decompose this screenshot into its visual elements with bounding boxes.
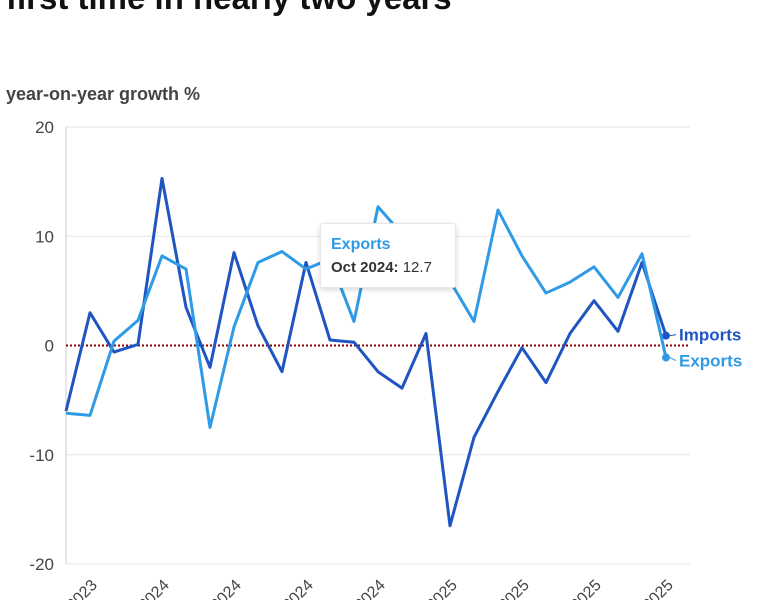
series-label-exports: Exports <box>679 352 742 371</box>
tooltip-series-name: Exports <box>331 236 391 253</box>
y-tick-label: -20 <box>29 555 54 574</box>
x-tick-label: 2025 <box>640 577 677 600</box>
series-end-dot-exports <box>662 353 670 362</box>
y-tick-label: 0 <box>45 337 54 356</box>
series-label-leader <box>669 357 677 361</box>
y-tick-label: 20 <box>35 118 54 137</box>
x-tick-label: 2024 <box>208 577 245 600</box>
series-label-leader <box>669 334 677 337</box>
tooltip-value-row: Oct 2024: 12.7 <box>331 257 445 279</box>
x-tick-label: 2023 <box>64 577 101 600</box>
x-tick-label: 2024 <box>352 577 389 600</box>
x-tick-label: 2025 <box>568 577 605 600</box>
series-label-imports: Imports <box>679 326 741 345</box>
series-line-imports <box>64 176 668 528</box>
axes: 20 10 0 -10 -20 2023 2024 2024 2024 2024 2025 2025 2… <box>29 118 676 600</box>
y-tick-label: 10 <box>35 227 54 246</box>
tooltip: Exports Oct 2024: 12.7 <box>320 223 456 288</box>
x-tick-label: 2025 <box>424 577 461 600</box>
y-axis-title: year-on-year growth % <box>6 84 201 104</box>
x-tick-label: 2024 <box>280 577 317 600</box>
tooltip-value: 12.7 <box>402 259 432 276</box>
tooltip-date: Oct 2024: <box>331 259 399 276</box>
series-end-dot-imports <box>662 331 670 340</box>
x-tick-label: 2025 <box>496 577 533 600</box>
y-tick-label: -10 <box>29 446 54 465</box>
x-tick-label: 2024 <box>136 577 173 600</box>
chart-title: first time in nearly two years <box>6 0 452 18</box>
series-labels: Imports Exports <box>669 326 742 371</box>
